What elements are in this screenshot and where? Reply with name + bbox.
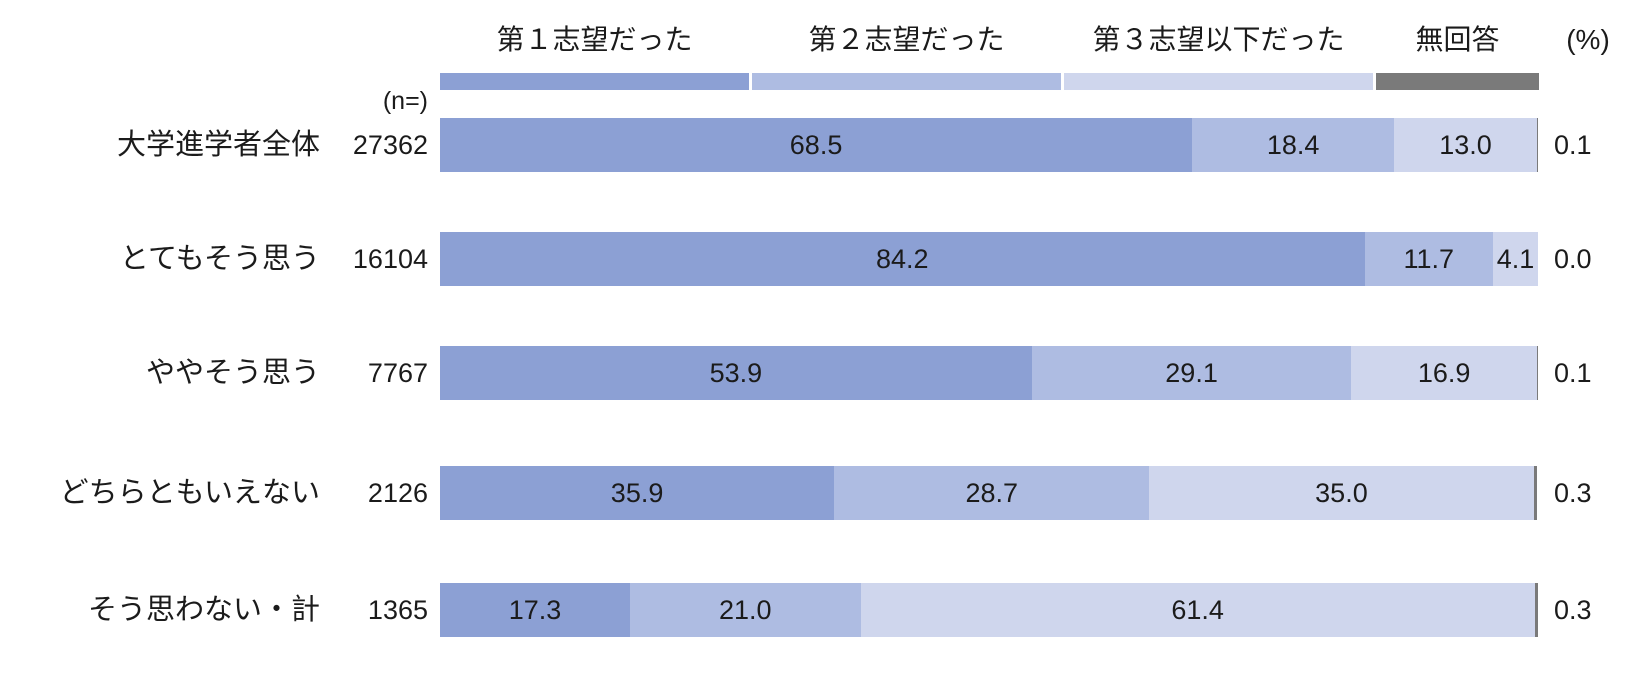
segment-value-label: 21.0 xyxy=(718,595,772,625)
category-label: どちらともいえない xyxy=(59,477,320,509)
bar-segment-2: 18.4 xyxy=(1192,118,1395,172)
segment-value-label: 18.4 xyxy=(1266,130,1320,160)
bar-segment-2: 21.0 xyxy=(629,583,861,637)
bar-segment-4 xyxy=(1536,346,1538,400)
bar-segment-4 xyxy=(1533,466,1537,520)
n-column-header: (n=) xyxy=(382,87,428,115)
bar-segment-1: 17.3 xyxy=(440,583,630,637)
segment-value-label: 35.9 xyxy=(610,478,664,508)
bar-segment-1: 35.9 xyxy=(440,466,835,520)
percent-unit-label: (%) xyxy=(1566,24,1610,55)
segment-value-label: 16.9 xyxy=(1417,358,1471,388)
segment-value-label: 11.7 xyxy=(1403,244,1455,274)
n-value: 1365 xyxy=(367,595,428,625)
bar-row: どちらともいえない 2126 35.9 28.7 35.0 0.3 xyxy=(0,466,1648,520)
no-answer-value-label: 0.0 xyxy=(1554,244,1592,274)
no-answer-value-label: 0.1 xyxy=(1554,130,1592,160)
segment-value-label: 17.3 xyxy=(508,595,562,625)
no-answer-value-label: 0.3 xyxy=(1554,478,1592,508)
bar-segment-3: 35.0 xyxy=(1149,466,1534,520)
segment-value-label: 28.7 xyxy=(965,478,1019,508)
bar-segment-2: 11.7 xyxy=(1364,232,1493,286)
segment-value-label: 53.9 xyxy=(709,358,763,388)
segment-value-label: 84.2 xyxy=(875,244,929,274)
bar-segment-3: 13.0 xyxy=(1394,118,1537,172)
category-label: ややそう思う xyxy=(145,357,320,389)
stacked-bar: 17.3 21.0 61.4 xyxy=(440,583,1538,637)
legend-swatch-choice3 xyxy=(1064,73,1373,90)
no-answer-value-label: 0.3 xyxy=(1554,595,1592,625)
no-answer-value-label: 0.1 xyxy=(1554,358,1592,388)
legend-swatch-no-answer xyxy=(1376,73,1539,90)
segment-value-label: 29.1 xyxy=(1165,358,1218,388)
category-label: とてもそう思う xyxy=(119,243,320,275)
bar-segment-1: 68.5 xyxy=(440,118,1193,172)
stacked-bar: 68.5 18.4 13.0 xyxy=(440,118,1538,172)
segment-value-label: 35.0 xyxy=(1315,478,1368,508)
n-value: 7767 xyxy=(367,358,428,388)
bar-segment-2: 28.7 xyxy=(834,466,1150,520)
bar-row: とてもそう思う 16104 84.2 11.7 4.1 0.0 xyxy=(0,232,1648,286)
legend-label-choice2: 第２志望だった xyxy=(808,24,1005,55)
bar-segment-4 xyxy=(1534,583,1538,637)
stacked-bar: 35.9 28.7 35.0 xyxy=(440,466,1538,520)
stacked-bar: 84.2 11.7 4.1 xyxy=(440,232,1538,286)
segment-value-label: 13.0 xyxy=(1439,130,1492,160)
bar-segment-2: 29.1 xyxy=(1031,346,1352,400)
legend-swatch-choice2 xyxy=(752,73,1061,90)
n-value: 16104 xyxy=(352,244,428,274)
category-label: そう思わない・計 xyxy=(87,594,320,626)
stacked-bar: 53.9 29.1 16.9 xyxy=(440,346,1538,400)
bar-segment-1: 84.2 xyxy=(440,232,1365,286)
bar-row: そう思わない・計 1365 17.3 21.0 61.4 0.3 xyxy=(0,583,1648,637)
segment-value-label: 68.5 xyxy=(789,130,843,160)
segment-value-label: 4.1 xyxy=(1496,244,1535,274)
n-value: 2126 xyxy=(367,478,428,508)
category-label: 大学進学者全体 xyxy=(116,129,320,161)
bar-row: ややそう思う 7767 53.9 29.1 16.9 0.1 xyxy=(0,346,1648,400)
legend-label-choice1: 第１志望だった xyxy=(496,24,693,55)
legend-label-choice3: 第３志望以下だった xyxy=(1092,24,1345,55)
bar-segment-3: 4.1 xyxy=(1492,232,1538,286)
bar-segment-1: 53.9 xyxy=(440,346,1032,400)
segment-value-label: 61.4 xyxy=(1171,595,1224,625)
bar-segment-4 xyxy=(1536,118,1538,172)
bar-segment-3: 61.4 xyxy=(860,583,1535,637)
legend-swatch-choice1 xyxy=(440,73,749,90)
legend-label-no-answer: 無回答 xyxy=(1415,24,1500,55)
bar-row: 大学進学者全体 27362 68.5 18.4 13.0 0.1 xyxy=(0,118,1648,172)
n-value: 27362 xyxy=(352,130,428,160)
bar-segment-3: 16.9 xyxy=(1351,346,1537,400)
